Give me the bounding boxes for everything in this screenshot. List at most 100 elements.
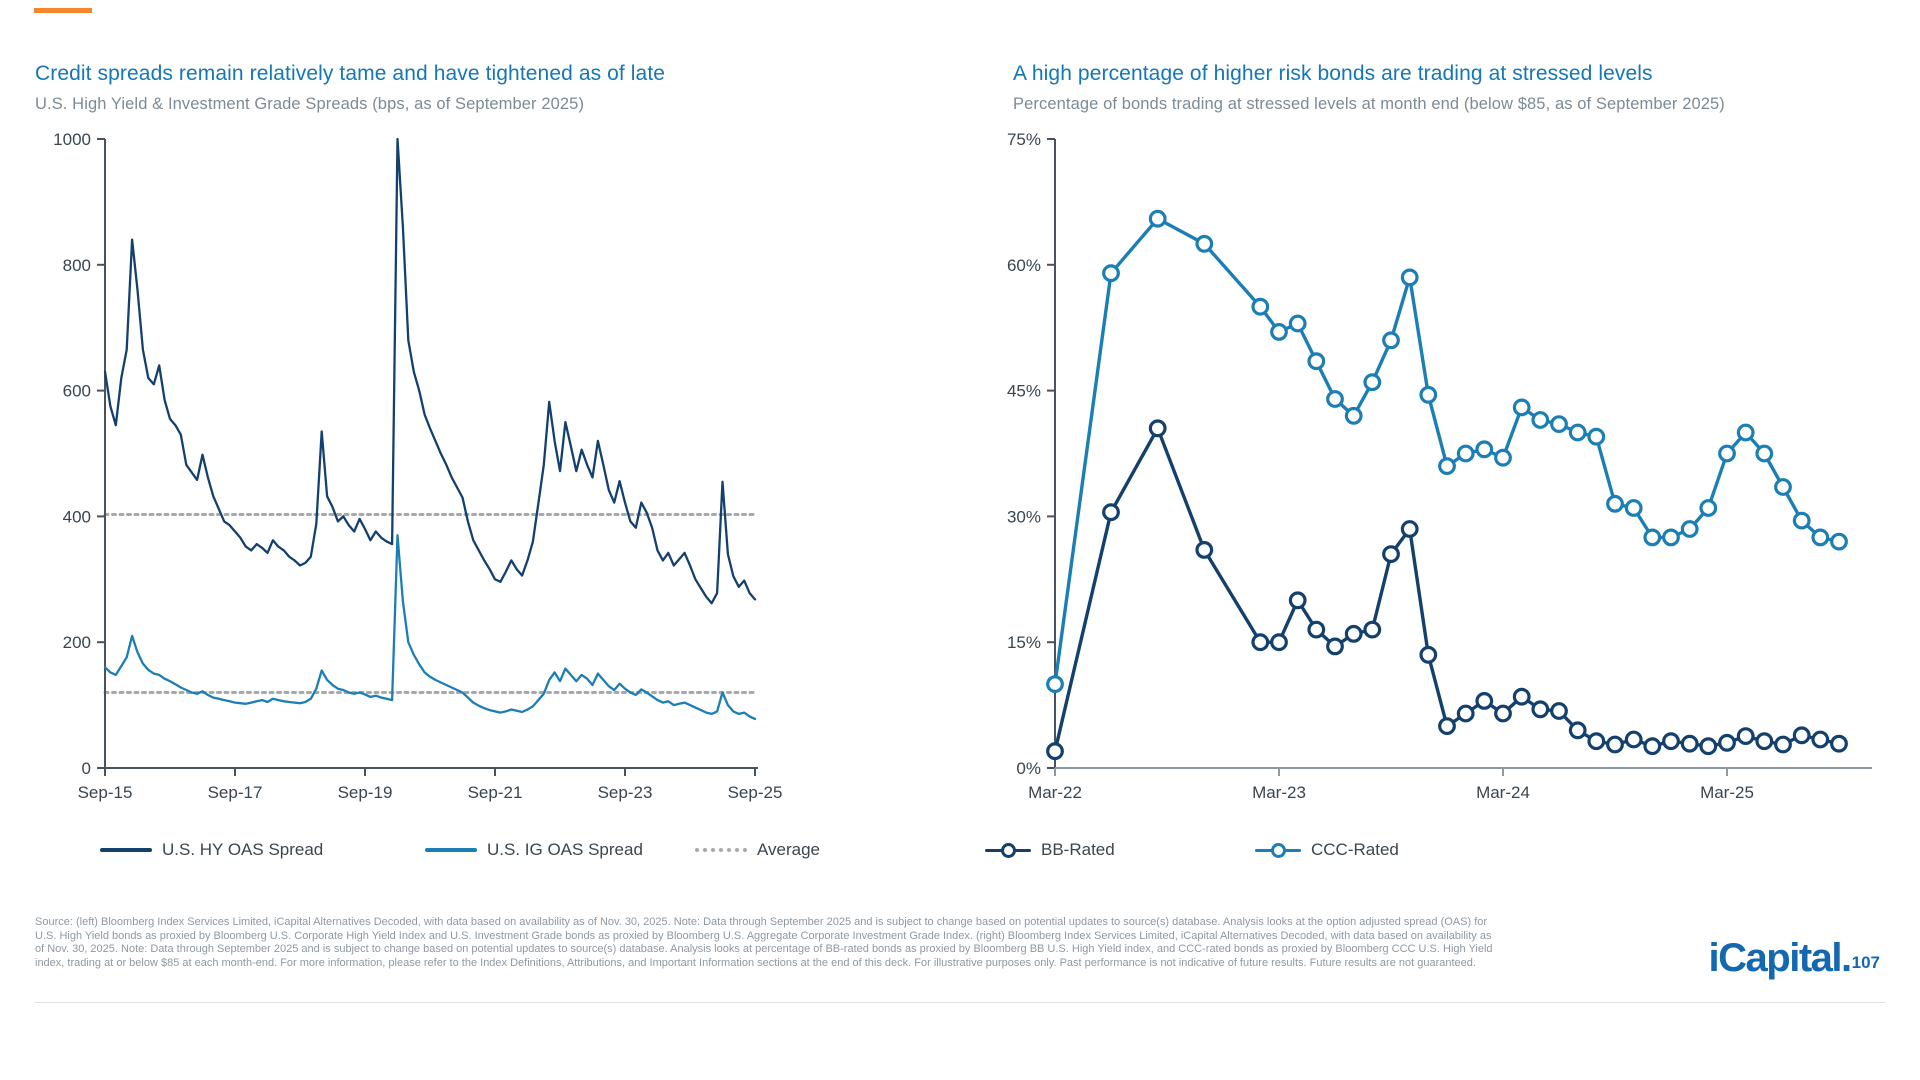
marker-bb-rated bbox=[1811, 730, 1830, 749]
marker-bb-rated bbox=[1419, 645, 1438, 664]
marker-ccc-rated bbox=[1400, 268, 1419, 287]
left-x-tick-label: Sep-15 bbox=[78, 783, 133, 802]
marker-bb-rated bbox=[1288, 591, 1307, 610]
marker-ccc-rated bbox=[1587, 427, 1606, 446]
legend-item-ig-oas: U.S. IG OAS Spread bbox=[425, 840, 643, 860]
footnote-line-3: of Nov. 30, 2025. Note: Data through Sep… bbox=[35, 943, 1493, 955]
right-x-tick-label: Mar-25 bbox=[1700, 783, 1754, 802]
marker-ccc-rated bbox=[1456, 444, 1475, 463]
right-x-tick-label: Mar-23 bbox=[1252, 783, 1306, 802]
marker-ccc-rated bbox=[1718, 444, 1736, 463]
marker-bb-rated bbox=[1102, 503, 1120, 522]
right-y-tick-label: 15% bbox=[1007, 633, 1041, 652]
marker-ccc-rated bbox=[1102, 264, 1120, 283]
left-y-tick-label: 800 bbox=[63, 256, 91, 275]
marker-bb-rated bbox=[1148, 419, 1167, 438]
source-footnote: Source: (left) Bloomberg Index Services … bbox=[35, 916, 1695, 970]
marker-bb-rated bbox=[1326, 637, 1344, 656]
marker-ccc-rated bbox=[1662, 528, 1680, 547]
marker-bb-rated bbox=[1512, 687, 1531, 706]
right-y-tick-label: 60% bbox=[1007, 256, 1041, 275]
marker-ccc-rated bbox=[1251, 297, 1270, 316]
marker-bb-rated bbox=[1624, 730, 1643, 749]
marker-bb-rated bbox=[1382, 545, 1400, 563]
left-y-tick-label: 1000 bbox=[53, 130, 91, 149]
hy-line-swatch bbox=[100, 848, 152, 852]
marker-bb-rated bbox=[1400, 520, 1419, 538]
marker-bb-rated bbox=[1736, 727, 1755, 745]
marker-ccc-rated bbox=[1288, 314, 1307, 333]
credit-spreads-chart: 0 200 400 600 800 1000 Sep-15 Sep-17 Sep-19 Sep-2… bbox=[53, 130, 782, 802]
marker-bb-rated bbox=[1830, 734, 1848, 753]
marker-bb-rated bbox=[1568, 721, 1587, 740]
marker-ccc-rated bbox=[1792, 511, 1811, 530]
marker-ccc-rated bbox=[1774, 478, 1792, 496]
left-x-tick-label: Sep-17 bbox=[208, 783, 263, 802]
marker-ccc-rated bbox=[1363, 373, 1382, 392]
marker-bb-rated bbox=[1307, 620, 1326, 639]
marker-bb-rated bbox=[1046, 742, 1064, 761]
marker-ccc-rated bbox=[1344, 406, 1363, 425]
legend-item-bb-rated: BB-Rated bbox=[985, 840, 1115, 860]
marker-ccc-rated bbox=[1046, 675, 1064, 693]
marker-bb-rated bbox=[1344, 624, 1363, 643]
footer-separator-line bbox=[35, 1002, 1885, 1003]
marker-ccc-rated bbox=[1148, 209, 1167, 228]
marker-bb-rated bbox=[1251, 633, 1270, 652]
marker-bb-rated bbox=[1438, 717, 1456, 735]
left-x-tick-label: Sep-21 bbox=[468, 783, 523, 802]
marker-bb-rated bbox=[1662, 732, 1680, 751]
right-x-tick-label: Mar-24 bbox=[1476, 783, 1530, 802]
footnote-line-2: U.S. High Yield bonds as proxied by Bloo… bbox=[35, 929, 1492, 942]
ccc-marker-swatch bbox=[1255, 842, 1301, 858]
left-x-tick-label: Sep-25 bbox=[728, 783, 783, 802]
marker-bb-rated bbox=[1270, 633, 1288, 652]
marker-ccc-rated bbox=[1270, 323, 1288, 341]
marker-bb-rated bbox=[1456, 704, 1475, 723]
marker-bb-rated bbox=[1680, 734, 1699, 753]
marker-bb-rated bbox=[1643, 737, 1662, 756]
marker-ccc-rated bbox=[1643, 528, 1662, 547]
series-line-bb-rated bbox=[1053, 426, 1841, 753]
legend-label-ccc: CCC-Rated bbox=[1311, 840, 1399, 859]
marker-ccc-rated bbox=[1475, 440, 1494, 459]
marker-ccc-rated bbox=[1755, 444, 1774, 463]
marker-bb-rated bbox=[1755, 732, 1774, 751]
right-y-tick-label: 75% bbox=[1007, 130, 1041, 149]
legend-label-bb: BB-Rated bbox=[1041, 840, 1115, 859]
right-chart-subtitle: Percentage of bonds trading at stressed … bbox=[1013, 95, 1725, 113]
marker-bb-rated bbox=[1195, 541, 1214, 559]
left-x-tick-label: Sep-23 bbox=[598, 783, 653, 802]
marker-ccc-rated bbox=[1736, 423, 1755, 442]
marker-bb-rated bbox=[1606, 735, 1624, 754]
left-chart-title: Credit spreads remain relatively tame an… bbox=[35, 62, 666, 85]
marker-bb-rated bbox=[1774, 735, 1792, 754]
left-x-tick-label: Sep-19 bbox=[338, 783, 393, 802]
footnote-line-4: index, trading at or below $85 at each m… bbox=[35, 956, 1476, 969]
right-y-tick-label: 30% bbox=[1007, 507, 1041, 526]
ig-line-swatch bbox=[425, 848, 477, 852]
marker-ccc-rated bbox=[1419, 385, 1438, 404]
page-number: 107 bbox=[1851, 953, 1880, 972]
series-line-u-s-ig-oas-spread bbox=[103, 534, 757, 721]
marker-ccc-rated bbox=[1568, 423, 1587, 442]
series-line-u-s-hy-oas-spread bbox=[103, 137, 757, 605]
right-chart-title: A high percentage of higher risk bonds a… bbox=[1013, 62, 1653, 85]
legend-item-ccc-rated: CCC-Rated bbox=[1255, 840, 1399, 860]
left-y-tick-label: 400 bbox=[63, 507, 91, 526]
marker-bb-rated bbox=[1363, 620, 1382, 639]
legend-item-hy-oas: U.S. HY OAS Spread bbox=[100, 840, 323, 860]
legend-label-average: Average bbox=[757, 840, 821, 859]
legend-label-hy: U.S. HY OAS Spread bbox=[162, 840, 324, 859]
right-y-tick-label: 45% bbox=[1007, 382, 1041, 401]
average-dotted-swatch bbox=[695, 848, 747, 852]
icapital-logo: iCapital. 107 bbox=[1709, 938, 1880, 978]
marker-bb-rated bbox=[1718, 733, 1736, 752]
footnote-line-1: Source: (left) Bloomberg Index Services … bbox=[35, 916, 1488, 928]
marker-ccc-rated bbox=[1382, 331, 1400, 350]
marker-ccc-rated bbox=[1680, 520, 1699, 538]
marker-ccc-rated bbox=[1438, 457, 1456, 476]
logo-wordmark: iCapital. bbox=[1708, 936, 1853, 980]
left-chart-subtitle: U.S. High Yield & Investment Grade Sprea… bbox=[35, 95, 585, 113]
marker-ccc-rated bbox=[1326, 390, 1344, 408]
